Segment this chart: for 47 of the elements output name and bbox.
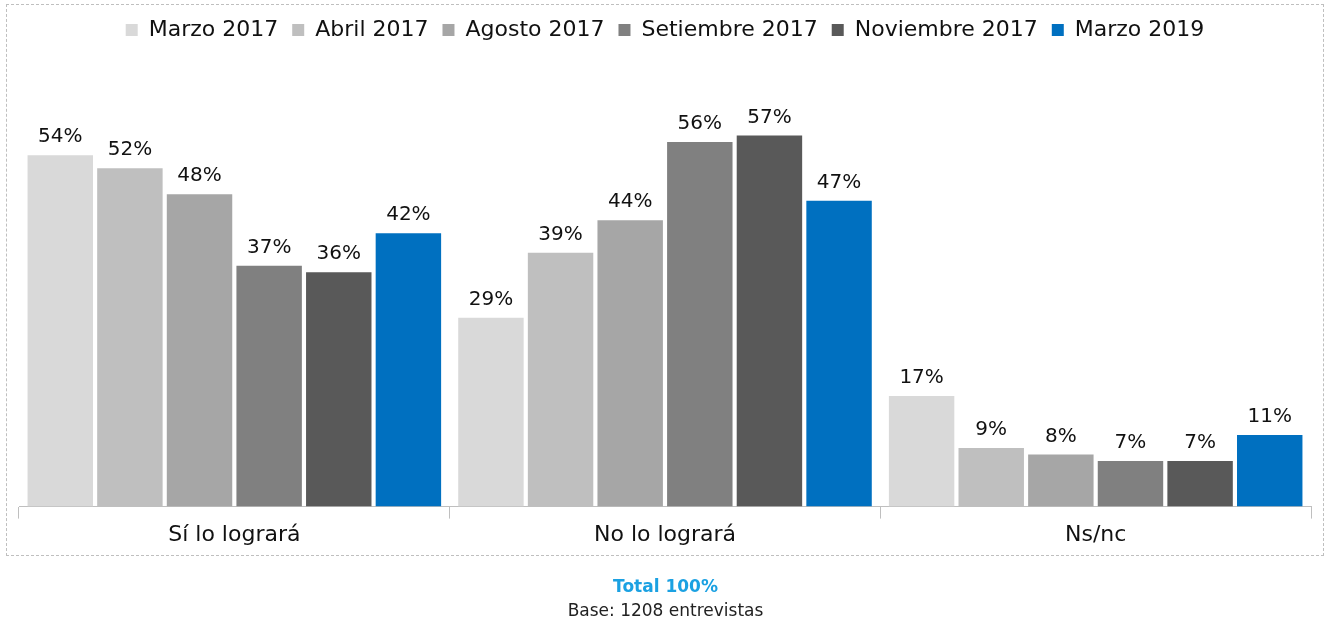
data-label: 47%	[816, 168, 862, 193]
bar	[958, 448, 1024, 507]
data-label: 17%	[899, 364, 944, 389]
data-label: 39%	[538, 220, 583, 245]
data-label: 11%	[1247, 403, 1292, 428]
x-tick-label: Sí lo logrará	[168, 520, 301, 546]
data-label: 37%	[246, 233, 292, 258]
data-label: 9%	[975, 416, 1008, 441]
bar	[375, 233, 442, 507]
data-label: 7%	[1114, 429, 1147, 454]
bar	[597, 220, 663, 507]
data-label: 29%	[468, 286, 514, 311]
bar	[1167, 461, 1233, 507]
text: Base: 1208 entrevistas	[566, 599, 765, 622]
x-tick-label: No lo logrará	[593, 520, 737, 546]
bar	[97, 168, 163, 507]
x-tick-label: Ns/nc	[1064, 520, 1127, 546]
bar	[27, 155, 93, 507]
bar	[806, 200, 872, 507]
data-label: 54%	[38, 123, 83, 148]
bar	[306, 272, 372, 507]
text: Total 100%	[612, 575, 719, 598]
legend-label: Agosto 2017	[465, 15, 605, 41]
data-label: 42%	[386, 201, 431, 226]
bar	[236, 265, 302, 507]
legend-label: Marzo 2019	[1074, 15, 1205, 41]
data-label: 56%	[677, 110, 723, 135]
bar	[458, 317, 524, 507]
data-label: 52%	[107, 136, 153, 161]
bar	[1028, 454, 1094, 507]
legend-label: Setiembre 2017	[641, 15, 818, 41]
bar	[736, 135, 803, 507]
bar	[166, 194, 233, 507]
legend-label: Marzo 2017	[148, 15, 279, 41]
bar	[1237, 435, 1303, 507]
data-label: 57%	[747, 103, 792, 128]
data-label: 7%	[1184, 429, 1216, 454]
data-label: 48%	[177, 162, 222, 187]
bar	[1097, 461, 1164, 507]
bar	[888, 395, 955, 507]
legend-label: Noviembre 2017	[854, 15, 1038, 41]
bar	[667, 142, 733, 507]
bar	[527, 252, 594, 507]
data-label: 36%	[316, 240, 361, 265]
data-label: 8%	[1044, 422, 1077, 447]
data-label: 44%	[607, 188, 653, 213]
legend-label: Abril 2017	[315, 15, 429, 41]
